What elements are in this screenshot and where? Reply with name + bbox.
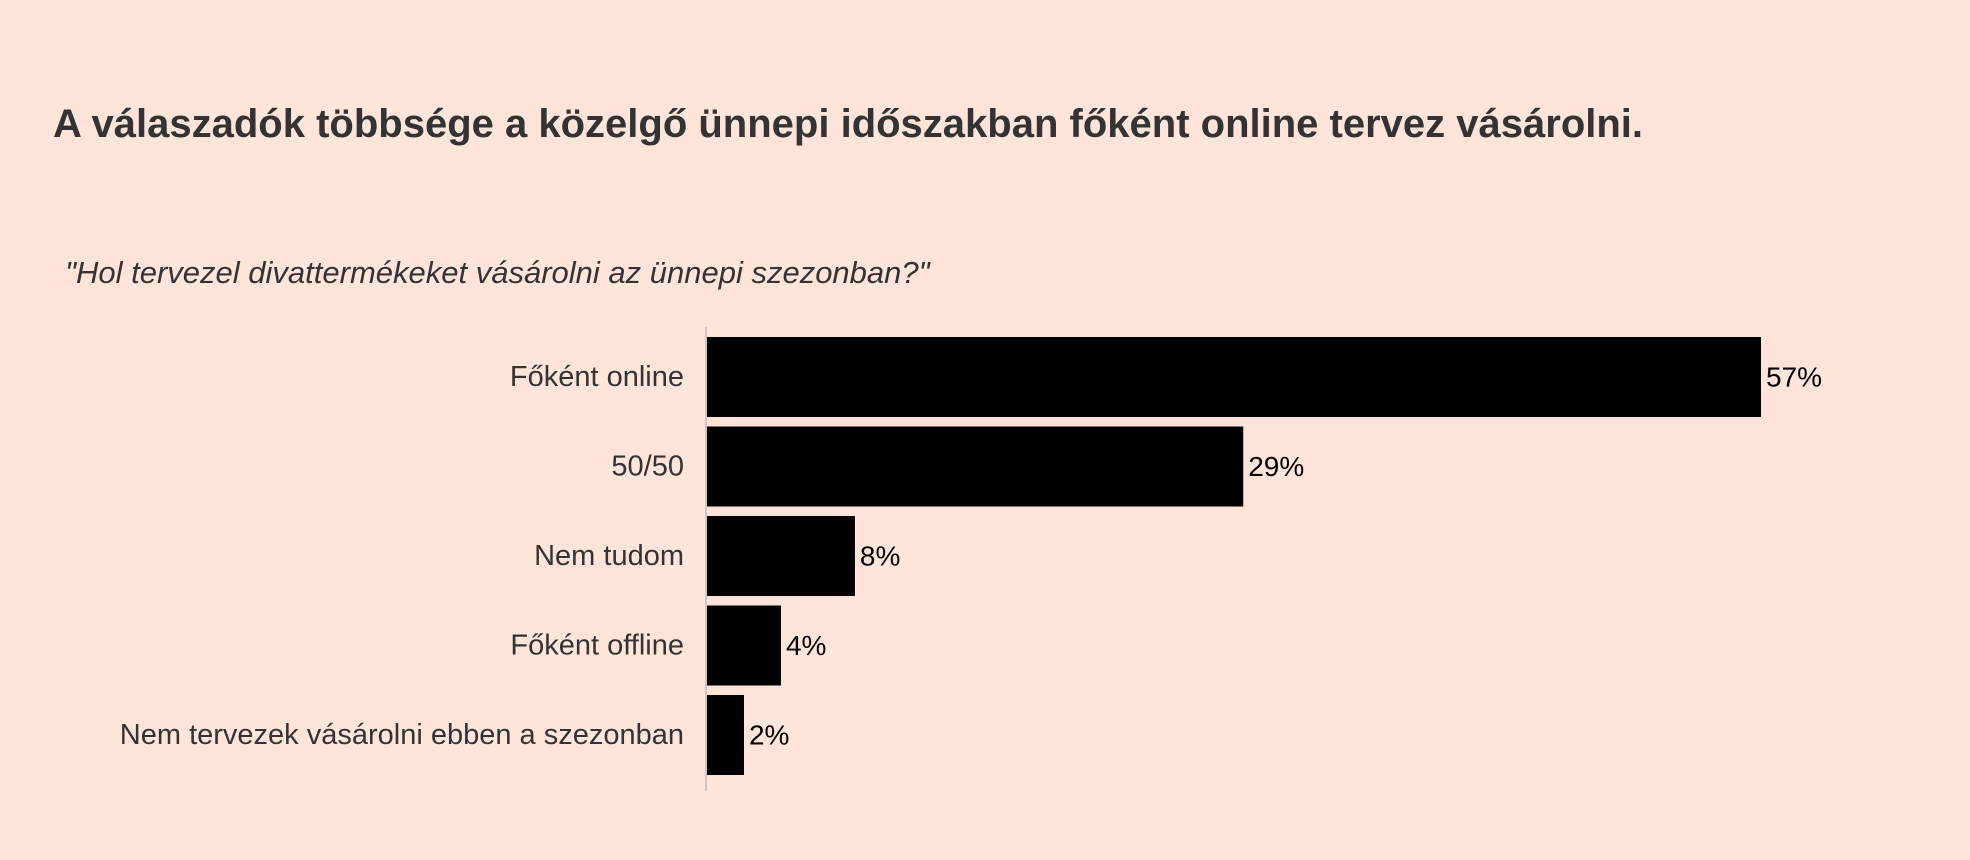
- category-label: 50/50: [611, 451, 684, 483]
- value-label: 29%: [1248, 451, 1304, 482]
- chart-title: A válaszadók többsége a közelgő ünnepi i…: [53, 102, 1644, 146]
- value-label: 4%: [786, 630, 826, 661]
- category-label: Nem tudom: [534, 540, 684, 572]
- value-label: 57%: [1766, 362, 1822, 393]
- bar: [707, 605, 781, 686]
- bar: [707, 337, 1761, 417]
- category-label: Főként offline: [510, 630, 684, 662]
- bar: [707, 695, 744, 775]
- bar: [707, 426, 1244, 507]
- value-label: 2%: [749, 720, 789, 751]
- chart-subtitle: "Hol tervezel divattermékeket vásárolni …: [65, 255, 930, 290]
- value-label: 8%: [860, 541, 900, 572]
- category-label: Főként online: [510, 361, 684, 393]
- bar: [707, 516, 855, 596]
- category-label: Nem tervezek vásárolni ebben a szezonban: [120, 719, 684, 751]
